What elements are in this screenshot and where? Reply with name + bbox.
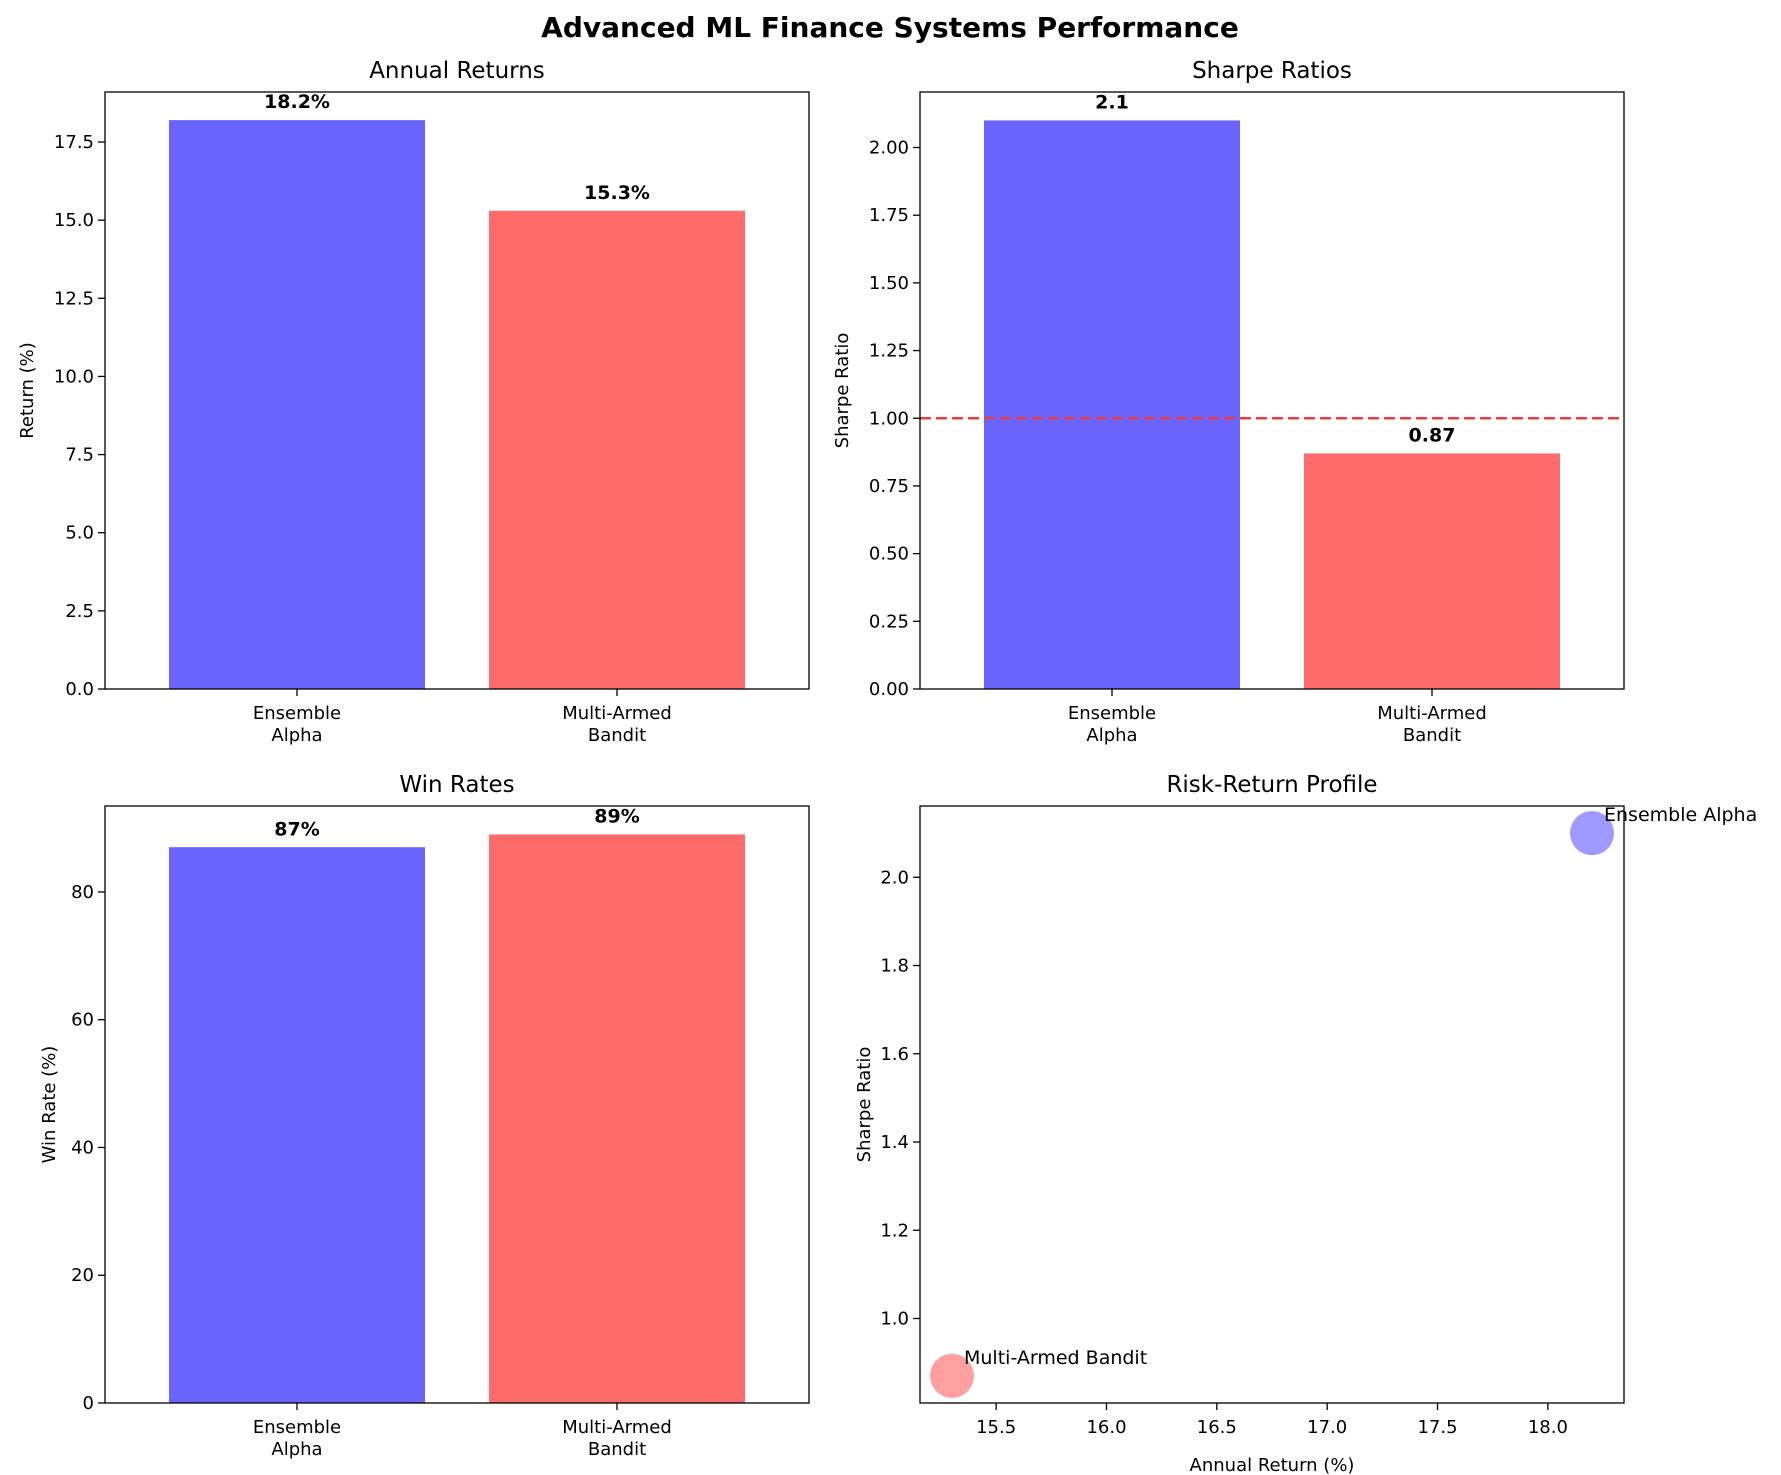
risk-return-xtick-label: 18.0: [1528, 1417, 1568, 1438]
risk-return-xtick-label: 16.5: [1197, 1417, 1237, 1438]
win-rates-title: Win Rates: [399, 772, 514, 798]
risk-return-point-label-2: Multi-Armed Bandit: [964, 1347, 1147, 1369]
annual-returns-bar-1: [169, 120, 425, 690]
risk-return-point-2: [930, 1353, 974, 1398]
risk-return-axes-frame: [919, 805, 1625, 1404]
win-rates-xtick-label: Ensemble: [253, 1417, 341, 1438]
risk-return-ytick-label: 1.8: [880, 956, 909, 977]
annual-returns-ytick-label: 10.0: [54, 366, 94, 387]
sharpe-ratios-ytick-label: 1.75: [869, 205, 909, 226]
win-rates-axes-frame: [104, 805, 810, 1404]
risk-return-point-1: [1570, 811, 1614, 856]
sharpe-ratios-title: Sharpe Ratios: [1192, 58, 1352, 84]
sharpe-ratios-xtick-label: Bandit: [1403, 725, 1461, 746]
sharpe-ratios-xtick-label: Alpha: [1086, 725, 1137, 746]
win-rates-ytick-label: 0: [83, 1393, 94, 1414]
annual-returns-ytick-label: 0.0: [65, 679, 94, 700]
win-rates-xtick-label: Multi-Armed: [562, 1417, 672, 1438]
sharpe-ratios-ytick-label: 0.25: [869, 611, 909, 632]
annual-returns-xtick-label: Multi-Armed: [562, 703, 672, 724]
win-rates-xtick-label: Bandit: [588, 1439, 646, 1460]
sharpe-ratios-ytick-label: 1.25: [869, 341, 909, 362]
sharpe-ratios-panel: Sharpe Ratios Sharpe Ratio 2.1 EnsembleAlph…: [832, 58, 1625, 746]
sharpe-ratios-ytick-label: 2.00: [869, 138, 909, 159]
sharpe-ratios-ytick-label: 0.00: [869, 679, 909, 700]
risk-return-panel: Risk-Return Profile Sharpe Ratio Annual Re…: [854, 772, 1757, 1475]
risk-return-ytick-label: 1.2: [880, 1220, 909, 1241]
sharpe-ratios-ytick-label: 0.75: [869, 476, 909, 497]
risk-return-xtick-label: 17.5: [1417, 1417, 1457, 1438]
risk-return-ytick-label: 1.4: [880, 1132, 909, 1153]
sharpe-ratios-xtick-label: Multi-Armed: [1377, 703, 1487, 724]
risk-return-xtick-label: 17.0: [1307, 1417, 1347, 1438]
annual-returns-axes-frame: [104, 91, 810, 690]
sharpe-ratios-ylabel: Sharpe Ratio: [832, 333, 853, 449]
annual-returns-title: Annual Returns: [369, 58, 545, 84]
sharpe-ratios-xtick-label: Ensemble: [1068, 703, 1156, 724]
win-rates-ytick-label: 20: [71, 1265, 94, 1286]
risk-return-ylabel: Sharpe Ratio: [854, 1047, 875, 1163]
sharpe-ratios-ytick-label: 1.50: [869, 273, 909, 294]
risk-return-point-label-1: Ensemble Alpha: [1604, 804, 1757, 826]
risk-return-xlabel: Annual Return (%): [1190, 1455, 1355, 1475]
risk-return-title: Risk-Return Profile: [1166, 772, 1377, 798]
annual-returns-ytick-label: 15.0: [54, 210, 94, 231]
sharpe-ratios-ytick-label: 0.50: [869, 544, 909, 565]
risk-return-ytick-label: 2.0: [880, 867, 909, 888]
win-rates-bar-2: [489, 834, 745, 1403]
risk-return-ytick-label: 1.0: [880, 1309, 909, 1330]
annual-returns-ytick-label: 17.5: [54, 132, 94, 153]
annual-returns-ytick-label: 5.0: [65, 523, 94, 544]
annual-returns-value-label-1: 18.2%: [264, 91, 330, 113]
win-rates-value-label-1: 87%: [274, 818, 319, 840]
risk-return-ytick-label: 1.6: [880, 1044, 909, 1065]
annual-returns-xtick-label: Alpha: [271, 725, 322, 746]
sharpe-ratios-bar-1: [984, 120, 1240, 689]
annual-returns-bar-2: [489, 210, 745, 689]
sharpe-ratios-axes-frame: [919, 91, 1625, 690]
sharpe-ratios-value-label-2: 0.87: [1409, 425, 1456, 447]
annual-returns-value-label-2: 15.3%: [584, 182, 650, 204]
annual-returns-ylabel: Return (%): [17, 342, 38, 439]
win-rates-bar-1: [169, 847, 425, 1403]
win-rates-ytick-label: 80: [71, 882, 94, 903]
win-rates-ylabel: Win Rate (%): [39, 1046, 60, 1164]
sharpe-ratios-bar-2: [1304, 453, 1560, 689]
annual-returns-ytick-label: 2.5: [65, 601, 94, 622]
sharpe-ratios-ytick-label: 1.00: [869, 408, 909, 429]
risk-return-xtick-label: 16.0: [1086, 1417, 1126, 1438]
sharpe-ratios-value-label-1: 2.1: [1095, 91, 1129, 113]
win-rates-ytick-label: 40: [71, 1137, 94, 1158]
win-rates-xtick-label: Alpha: [271, 1439, 322, 1460]
annual-returns-xtick-label: Bandit: [588, 725, 646, 746]
annual-returns-xtick-label: Ensemble: [253, 703, 341, 724]
risk-return-xtick-label: 15.5: [976, 1417, 1016, 1438]
annual-returns-ytick-label: 12.5: [54, 288, 94, 309]
win-rates-value-label-2: 89%: [594, 805, 639, 827]
annual-returns-panel: Annual Returns Return (%) 18.2% EnsembleAlp…: [17, 58, 810, 746]
annual-returns-ytick-label: 7.5: [65, 445, 94, 466]
figure-title: Advanced ML Finance Systems Performance: [541, 11, 1239, 44]
win-rates-ytick-label: 60: [71, 1010, 94, 1031]
